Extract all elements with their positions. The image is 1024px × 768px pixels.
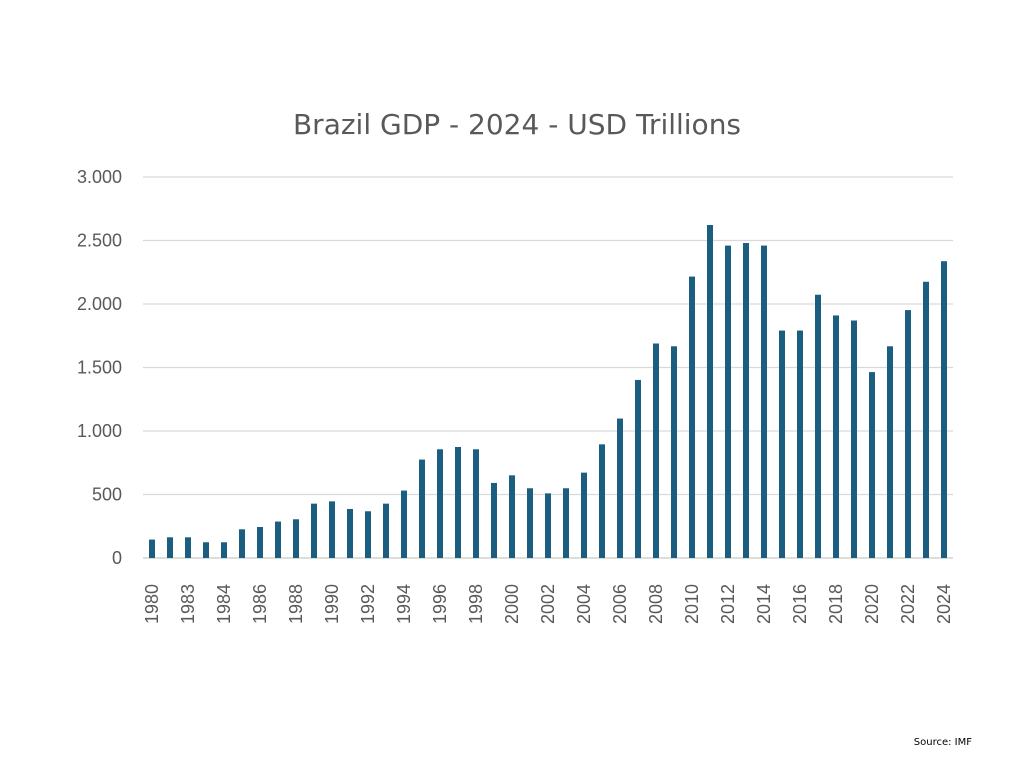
bar-2008 <box>653 343 659 558</box>
bar-2023 <box>923 281 929 558</box>
x-tick-label: 2002 <box>538 584 558 624</box>
bar-2017 <box>815 294 821 558</box>
bar-1982 <box>185 537 191 558</box>
bars <box>149 225 947 559</box>
x-tick-label: 2012 <box>718 584 738 624</box>
y-axis: 0 500 1.000 1.500 2.000 2.500 3.000 <box>77 167 122 568</box>
x-tick-label: 2014 <box>754 584 774 624</box>
bar-1980 <box>149 539 155 558</box>
bar-2011 <box>707 225 713 559</box>
bar-1986 <box>257 527 263 558</box>
x-tick-label: 2024 <box>934 584 954 624</box>
x-tick-label: 1983 <box>178 584 198 624</box>
bar-1985 <box>239 529 245 558</box>
bar-2010 <box>689 276 695 558</box>
bar-2014 <box>761 245 767 558</box>
source-note: Source: IMF <box>913 737 972 748</box>
x-tick-label: 1984 <box>214 584 234 624</box>
bar-2001 <box>527 488 533 558</box>
bar-1993 <box>383 503 389 558</box>
x-tick-label: 2010 <box>682 584 702 624</box>
chart-title: Brazil GDP - 2024 - USD Trillions <box>293 108 741 141</box>
bar-1996 <box>437 449 443 558</box>
x-tick-label: 2006 <box>610 584 630 624</box>
bar-2015 <box>779 330 785 558</box>
bar-1990 <box>329 501 335 558</box>
y-tick-label: 1.500 <box>77 358 122 378</box>
bar-1994 <box>401 490 407 558</box>
bar-2009 <box>671 346 677 558</box>
x-tick-label: 1986 <box>250 584 270 624</box>
y-tick-label: 2.500 <box>77 231 122 251</box>
bar-2016 <box>797 330 803 558</box>
bar-2004 <box>581 472 587 558</box>
bar-1981 <box>167 537 173 558</box>
bar-1989 <box>311 503 317 558</box>
x-tick-label: 2004 <box>574 584 594 624</box>
x-tick-label: 1996 <box>430 584 450 624</box>
bar-2005 <box>599 444 605 558</box>
bar-2018 <box>833 315 839 558</box>
x-tick-label: 1988 <box>286 584 306 624</box>
bar-1991 <box>347 508 353 558</box>
bar-2012 <box>725 245 731 558</box>
x-tick-label: 1994 <box>394 584 414 624</box>
y-tick-label: 500 <box>92 485 122 505</box>
y-tick-label: 0 <box>112 548 122 568</box>
x-tick-label: 2018 <box>826 584 846 624</box>
x-tick-label: 2008 <box>646 584 666 624</box>
bar-2020 <box>869 372 875 558</box>
x-tick-label: 1998 <box>466 584 486 624</box>
bar-1987 <box>275 521 281 558</box>
x-tick-label: 1992 <box>358 584 378 624</box>
bar-2022 <box>905 310 911 558</box>
bar-2021 <box>887 346 893 558</box>
y-tick-label: 1.000 <box>77 421 122 441</box>
x-tick-label: 1990 <box>322 584 342 624</box>
bar-2000 <box>509 475 515 558</box>
bar-1988 <box>293 519 299 558</box>
bar-1984 <box>221 542 227 558</box>
bar-1995 <box>419 459 425 558</box>
bar-1983 <box>203 542 209 558</box>
x-tick-label: 2000 <box>502 584 522 624</box>
y-tick-label: 3.000 <box>77 167 122 187</box>
y-tick-label: 2.000 <box>77 294 122 314</box>
bar-2013 <box>743 243 749 559</box>
x-tick-label: 2020 <box>862 584 882 624</box>
bar-1999 <box>491 482 497 558</box>
bar-2002 <box>545 493 551 558</box>
x-axis: 1980 1983 1984 1986 1988 1990 1992 1994 1996 1998… <box>142 584 954 624</box>
bar-2006 <box>617 418 623 558</box>
bar-2024 <box>941 261 947 558</box>
x-tick-label: 2016 <box>790 584 810 624</box>
bar-2019 <box>851 320 857 558</box>
bar-2003 <box>563 488 569 558</box>
bar-1998 <box>473 449 479 558</box>
bar-2007 <box>635 379 641 558</box>
x-tick-label: 2022 <box>898 584 918 624</box>
x-tick-label: 1980 <box>142 584 162 624</box>
bar-1997 <box>455 447 461 558</box>
bar-1992 <box>365 511 371 558</box>
